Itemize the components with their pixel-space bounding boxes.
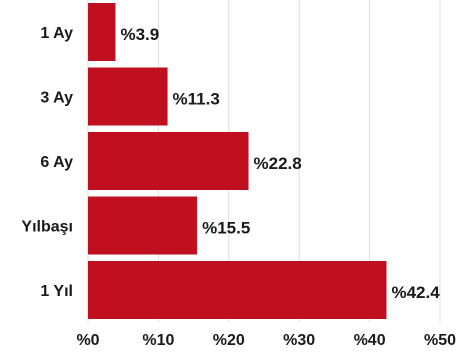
category-label: 1 Yıl [40, 283, 73, 300]
value-label: %3.9 [120, 25, 159, 44]
category-label: 1 Ay [40, 25, 73, 42]
x-tick-label: %0 [76, 332, 99, 349]
x-tick-label: %30 [283, 332, 315, 349]
x-tick-label: %10 [142, 332, 174, 349]
value-label: %11.3 [173, 90, 220, 109]
x-tick-label: %50 [424, 332, 456, 349]
value-label: %22.8 [254, 154, 302, 173]
category-label: 6 Ay [40, 154, 73, 171]
labels: %0 %10 %20 %30 %40 %50 1 Ay %3.9 3 Ay %11.3 6 Ay %2… [21, 25, 456, 349]
x-tick-label: %20 [213, 332, 245, 349]
bars [88, 3, 387, 319]
bar [88, 196, 198, 255]
bar [88, 3, 116, 61]
bar [88, 67, 168, 126]
bar [88, 261, 387, 319]
category-label: Yılbaşı [21, 219, 73, 236]
value-label: %15.5 [202, 219, 250, 238]
category-label: 3 Ay [40, 90, 73, 107]
x-tick-label: %40 [354, 332, 386, 349]
value-label: %42.4 [391, 283, 440, 302]
bar [88, 132, 249, 190]
